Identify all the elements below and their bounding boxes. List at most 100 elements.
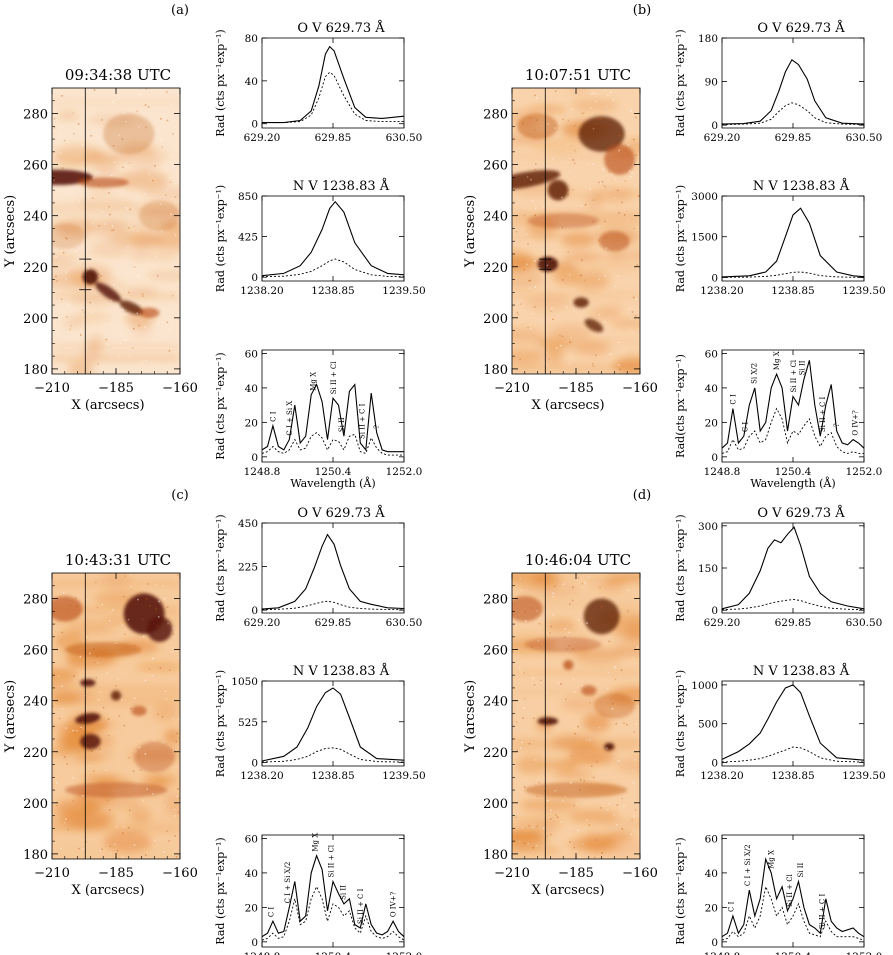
speckle: [101, 211, 104, 213]
y-tick-label: 300: [698, 521, 718, 533]
speckle: [611, 141, 614, 143]
emission-patch: [52, 156, 92, 164]
speckle: [569, 341, 571, 343]
speckle: [529, 328, 532, 330]
spectrum-title: O V 629.73 Å: [297, 505, 385, 521]
speckle: [560, 345, 562, 347]
solid-series: [721, 360, 865, 449]
x-tick-label: −160: [162, 381, 198, 396]
speckle: [605, 105, 608, 107]
speckle: [569, 841, 571, 843]
map-features: [52, 113, 180, 318]
speckle: [592, 127, 595, 130]
y-axis-label: Rad (cts px⁻¹exp⁻¹): [674, 514, 687, 621]
speckle: [520, 589, 523, 592]
speckle: [584, 581, 587, 584]
speckle: [531, 607, 533, 609]
speckle: [559, 226, 562, 229]
speckle: [612, 707, 614, 710]
speckle: [571, 189, 574, 191]
bright-feature: [573, 297, 589, 308]
bright-feature: [563, 659, 574, 671]
speckle: [93, 648, 95, 650]
emission-patch: [74, 309, 112, 324]
speckle: [176, 293, 178, 295]
speckle: [106, 343, 109, 346]
speckle: [532, 785, 534, 787]
x-axis-label: X (arcsecs): [71, 398, 144, 413]
speckle: [175, 855, 178, 858]
speckle: [113, 161, 116, 164]
speckle: [128, 756, 130, 759]
solid-series: [262, 45, 405, 124]
speckle: [85, 840, 87, 843]
speckle: [142, 295, 144, 297]
speckle: [598, 278, 601, 281]
speckle: [632, 829, 634, 832]
spectrum-multiline: 1248.8 1250.4 1252.0 0 20 40 60 Rad (cts px⁻¹ex…: [674, 833, 882, 955]
bright-feature: [146, 616, 173, 642]
speckle: [61, 631, 64, 634]
y-tick-label: 425: [238, 232, 258, 244]
speckle: [119, 342, 122, 344]
speckle: [588, 576, 590, 579]
emission-band: [52, 100, 180, 104]
speckle: [170, 213, 172, 216]
speckle: [550, 625, 553, 628]
speckle: [596, 760, 598, 763]
speckle: [145, 360, 147, 362]
speckle: [128, 291, 130, 294]
speckle: [121, 138, 124, 140]
speckle: [92, 222, 94, 225]
speckle: [158, 323, 160, 325]
y-tick-label: 0: [251, 937, 258, 949]
speckle: [170, 103, 172, 106]
speckle: [570, 337, 572, 339]
x-tick-label: 629.20: [244, 132, 281, 144]
speckle: [111, 225, 114, 228]
speckle: [105, 769, 107, 772]
y-tick-label: 150: [698, 563, 718, 575]
speckle: [175, 740, 178, 743]
speckle: [151, 179, 154, 182]
x-tick-label: −210: [494, 866, 530, 881]
speckle: [604, 321, 606, 323]
map-layer: [512, 88, 640, 374]
line-id-label: Si II: [797, 862, 805, 877]
x-tick-label: 629.85: [315, 617, 352, 629]
speckle: [65, 278, 67, 280]
y-axis-label: Rad (cts px⁻¹exp⁻¹): [214, 185, 227, 292]
speckle: [177, 796, 180, 799]
spectrum-title: N V 1238.83 Å: [293, 178, 390, 194]
speckle: [552, 596, 555, 598]
speckle: [604, 220, 606, 223]
speckle: [523, 671, 525, 674]
speckle: [621, 201, 623, 204]
speckle: [69, 328, 71, 331]
bright-feature: [80, 678, 96, 687]
speckle: [528, 280, 530, 282]
speckle: [616, 189, 619, 192]
emission-patch: [67, 361, 95, 374]
speckle: [130, 585, 132, 588]
speckle: [115, 642, 118, 645]
speckle: [591, 617, 593, 619]
speckle: [574, 691, 576, 693]
speckle: [627, 589, 629, 592]
speckle: [99, 849, 102, 852]
dashed-series: [721, 746, 865, 763]
bright-feature: [131, 705, 147, 716]
intensity-map: −210 −185 −160 280 260 240 220 200 180 X (arcsecs…: [3, 572, 198, 898]
panel-label: (a): [171, 3, 189, 18]
speckle: [568, 273, 571, 276]
map-layer: [52, 88, 180, 374]
y-tick-label: 1500: [691, 232, 718, 244]
speckle: [71, 112, 73, 114]
y-tick-label: 3000: [691, 191, 718, 203]
speckle: [596, 123, 598, 125]
speckle: [562, 583, 565, 586]
speckle: [161, 716, 164, 718]
emission-band: [512, 592, 640, 595]
speckle: [586, 739, 588, 742]
